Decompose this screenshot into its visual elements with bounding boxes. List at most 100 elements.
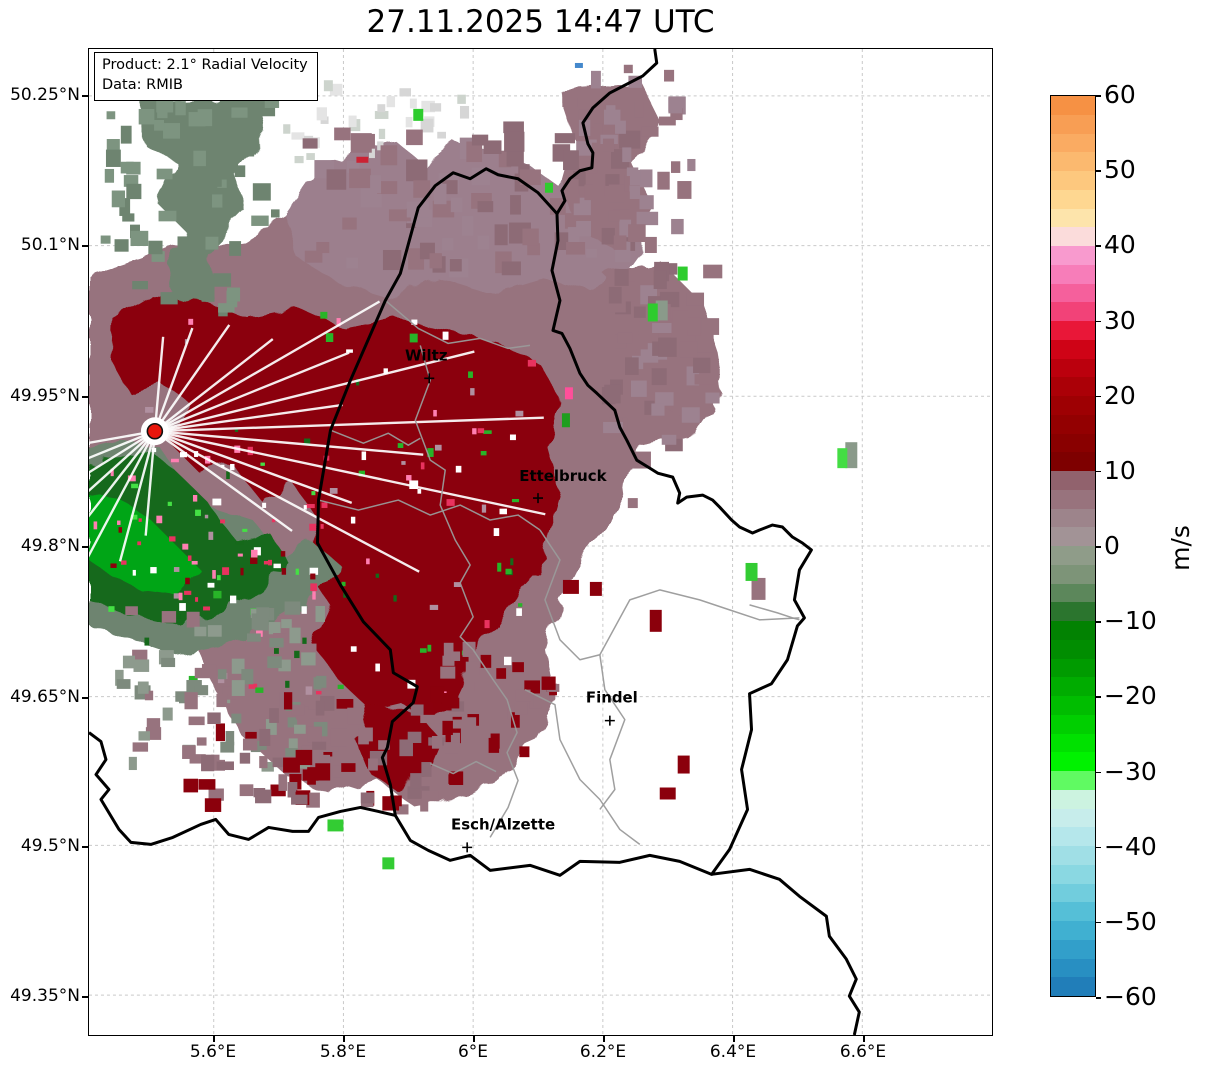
colorbar-band — [1051, 189, 1095, 209]
colorbar-band — [1051, 714, 1095, 734]
colorbar-tick-label: −60 — [1104, 982, 1157, 1011]
city-label-ettelbruck: Ettelbruck — [519, 467, 607, 485]
colorbar-band — [1051, 583, 1095, 603]
colorbar-band — [1051, 227, 1095, 246]
colorbar-tick-mark — [1096, 771, 1101, 773]
x-tick-mark — [733, 1036, 735, 1042]
colorbar-band — [1051, 171, 1095, 190]
data-source-line: Data: RMIB — [102, 77, 183, 94]
colorbar-tick-label: −50 — [1104, 906, 1157, 936]
colorbar-band — [1051, 752, 1095, 771]
x-tick-mark — [863, 1036, 865, 1042]
colorbar-tick-mark — [1096, 997, 1101, 999]
colorbar-tick-mark — [1096, 546, 1101, 548]
colorbar-tick-label: 50 — [1104, 155, 1136, 185]
colorbar-tick-mark — [1096, 621, 1101, 623]
y-tick-mark — [82, 996, 88, 998]
colorbar-tick-label: 10 — [1104, 455, 1136, 485]
y-tick-label: 50.25°N — [10, 85, 80, 105]
colorbar-band — [1051, 358, 1095, 378]
colorbar-band — [1051, 264, 1095, 284]
colorbar-tick-label: 20 — [1104, 380, 1136, 410]
city-labels: Wiltz Ettelbruck Findel Esch/Alzette — [405, 346, 638, 853]
y-tick-mark — [82, 697, 88, 699]
colorbar-band — [1051, 677, 1095, 696]
city-label-wiltz: Wiltz — [405, 346, 448, 364]
colorbar-band — [1051, 808, 1095, 828]
colorbar-band — [1051, 564, 1095, 584]
colorbar-band — [1051, 883, 1095, 903]
colorbar-tick-mark — [1096, 320, 1101, 322]
radar-site-dot — [146, 422, 164, 440]
x-tick-label: 6.2°E — [579, 1042, 627, 1062]
colorbar-band — [1051, 471, 1095, 490]
y-tick-label: 49.65°N — [10, 687, 80, 707]
y-tick-mark — [82, 245, 88, 247]
colorbar-band — [1051, 152, 1095, 171]
figure-title: 27.11.2025 14:47 UTC — [366, 4, 715, 40]
colorbar-tick-label: 60 — [1104, 80, 1136, 109]
colorbar-band — [1051, 827, 1095, 846]
colorbar-tick-mark — [1096, 395, 1101, 398]
colorbar-band — [1051, 621, 1095, 640]
colorbar-band — [1051, 977, 1095, 996]
city-label-esch-alzette: Esch/Alzette — [451, 815, 555, 833]
colorbar-band — [1051, 527, 1095, 546]
colorbar-band — [1051, 639, 1095, 659]
colorbar-band — [1051, 546, 1095, 565]
colorbar-unit-label: m/s — [1166, 525, 1195, 571]
colorbar-tick-mark — [1096, 170, 1101, 172]
x-tick-mark — [213, 1036, 215, 1042]
colorbar-tick-label: −30 — [1104, 756, 1157, 786]
x-tick-label: 6.4°E — [709, 1042, 757, 1062]
x-tick-mark — [343, 1036, 345, 1042]
colorbar-band — [1051, 602, 1095, 621]
y-tick-mark — [82, 396, 88, 398]
colorbar-band — [1051, 283, 1095, 303]
colorbar-band — [1051, 339, 1095, 359]
x-tick-label: 6°E — [457, 1042, 489, 1062]
radar-site-marker — [146, 422, 164, 440]
isolated-echo-pixels — [327, 62, 858, 870]
x-tick-label: 5.8°E — [319, 1042, 367, 1062]
product-line: Product: 2.1° Radial Velocity — [102, 57, 308, 73]
colorbar-tick-label: −20 — [1104, 681, 1157, 711]
y-tick-mark — [82, 95, 88, 97]
colorbar-band — [1051, 396, 1095, 415]
colorbar-band — [1051, 789, 1095, 809]
country-borders — [89, 49, 861, 1035]
colorbar-band — [1051, 377, 1095, 396]
colorbar-tick-label: −10 — [1104, 606, 1157, 636]
y-tick-label: 50.1°N — [20, 235, 80, 255]
colorbar-band — [1051, 921, 1095, 940]
colorbar-band — [1051, 902, 1095, 921]
y-tick-label: 49.8°N — [20, 536, 80, 556]
colorbar-band — [1051, 846, 1095, 865]
city-marker-icon — [462, 842, 473, 853]
colorbar-band — [1051, 771, 1095, 790]
city-marker-icon — [604, 715, 615, 726]
colorbar-band — [1051, 733, 1095, 753]
radar-map-canvas: Wiltz Ettelbruck Findel Esch/Alzette — [89, 49, 992, 1035]
map-plot-area: Wiltz Ettelbruck Findel Esch/Alzette Produc… — [88, 48, 993, 1036]
colorbar-tick-label: 0 — [1104, 531, 1120, 560]
colorbar-band — [1051, 958, 1095, 978]
colorbar-tick-mark — [1096, 921, 1101, 924]
colorbar-band — [1051, 321, 1095, 340]
colorbar-tick-mark — [1096, 245, 1101, 247]
colorbar-band — [1051, 658, 1095, 678]
colorbar-band — [1051, 302, 1095, 321]
city-marker-icon — [533, 493, 543, 504]
city-marker-icon — [424, 373, 435, 384]
colorbar-gradient — [1051, 96, 1095, 996]
colorbar-tick-mark — [1096, 95, 1101, 97]
colorbar — [1050, 95, 1096, 997]
colorbar-tick-mark — [1096, 470, 1101, 473]
x-tick-label: 6.6°E — [839, 1042, 887, 1062]
colorbar-band — [1051, 452, 1095, 471]
x-tick-label: 5.6°E — [189, 1042, 237, 1062]
colorbar-band — [1051, 414, 1095, 434]
x-tick-mark — [603, 1036, 605, 1042]
product-info-box: Product: 2.1° Radial Velocity Data: RMIB — [94, 52, 318, 101]
